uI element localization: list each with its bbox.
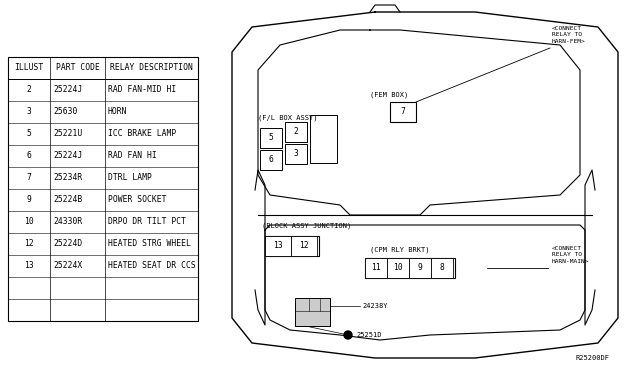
Text: 25224D: 25224D	[53, 240, 83, 248]
Bar	[260, 150, 282, 170]
Text: RAD FAN HI: RAD FAN HI	[108, 151, 157, 160]
Text: 2: 2	[294, 128, 298, 137]
Text: 24238Y: 24238Y	[362, 303, 387, 309]
Text: HEATED SEAT DR CCS: HEATED SEAT DR CCS	[108, 262, 196, 270]
Text: 6: 6	[27, 151, 31, 160]
Text: 9: 9	[417, 263, 422, 273]
Bar	[285, 144, 307, 164]
Bar	[8, 57, 198, 321]
Bar	[285, 122, 307, 142]
Text: 12: 12	[299, 241, 309, 250]
Bar	[390, 102, 416, 122]
Text: 11: 11	[371, 263, 381, 273]
Text: 13: 13	[273, 241, 283, 250]
Bar	[265, 236, 319, 256]
Text: 25251D: 25251D	[356, 332, 381, 338]
Bar	[291, 236, 317, 256]
Text: 25630: 25630	[53, 108, 77, 116]
Text: 25221U: 25221U	[53, 129, 83, 138]
Text: POWER SOCKET: POWER SOCKET	[108, 196, 166, 205]
Bar	[260, 128, 282, 148]
Circle shape	[344, 331, 352, 339]
Bar	[310, 115, 337, 163]
Text: RELAY DESCRIPTION: RELAY DESCRIPTION	[110, 64, 193, 73]
Text: 10: 10	[24, 218, 34, 227]
Text: (F/L BOX ASSY): (F/L BOX ASSY)	[258, 115, 317, 121]
Text: 25224J: 25224J	[53, 86, 83, 94]
Text: 3: 3	[294, 150, 298, 158]
Text: 9: 9	[27, 196, 31, 205]
Text: ICC BRAKE LAMP: ICC BRAKE LAMP	[108, 129, 176, 138]
Text: HORN: HORN	[108, 108, 127, 116]
Text: 13: 13	[24, 262, 34, 270]
Text: R25200DF: R25200DF	[575, 355, 609, 361]
Bar	[295, 298, 330, 326]
Bar	[409, 258, 431, 278]
Text: 5: 5	[269, 134, 273, 142]
Text: ILLUST: ILLUST	[14, 64, 44, 73]
Text: 25234R: 25234R	[53, 173, 83, 183]
Text: 5: 5	[27, 129, 31, 138]
Text: <CONNECT
RELAY TO
HARN-MAIN>: <CONNECT RELAY TO HARN-MAIN>	[552, 246, 589, 264]
Text: <CONNECT
RELAY TO
HARN-FEM>: <CONNECT RELAY TO HARN-FEM>	[552, 26, 586, 44]
Bar	[365, 258, 387, 278]
Bar	[365, 258, 455, 278]
Text: 25224B: 25224B	[53, 196, 83, 205]
Text: HEATED STRG WHEEL: HEATED STRG WHEEL	[108, 240, 191, 248]
Text: 6: 6	[269, 155, 273, 164]
Text: 24330R: 24330R	[53, 218, 83, 227]
Bar	[265, 236, 291, 256]
Bar	[387, 258, 409, 278]
Text: 12: 12	[24, 240, 34, 248]
Text: 8: 8	[440, 263, 444, 273]
Text: (BLOCK ASSY JUNCTION): (BLOCK ASSY JUNCTION)	[262, 223, 351, 229]
Text: 2: 2	[27, 86, 31, 94]
Text: 7: 7	[401, 108, 405, 116]
Text: 10: 10	[393, 263, 403, 273]
Text: 25224X: 25224X	[53, 262, 83, 270]
Text: DRPO DR TILT PCT: DRPO DR TILT PCT	[108, 218, 186, 227]
Text: PART CODE: PART CODE	[56, 64, 99, 73]
Text: (FEM BOX): (FEM BOX)	[370, 92, 408, 98]
Text: (CPM RLY BRKT): (CPM RLY BRKT)	[370, 247, 429, 253]
Text: 7: 7	[27, 173, 31, 183]
Text: DTRL LAMP: DTRL LAMP	[108, 173, 152, 183]
Text: 3: 3	[27, 108, 31, 116]
Text: RAD FAN-MID HI: RAD FAN-MID HI	[108, 86, 176, 94]
Text: 25224J: 25224J	[53, 151, 83, 160]
Bar	[431, 258, 453, 278]
